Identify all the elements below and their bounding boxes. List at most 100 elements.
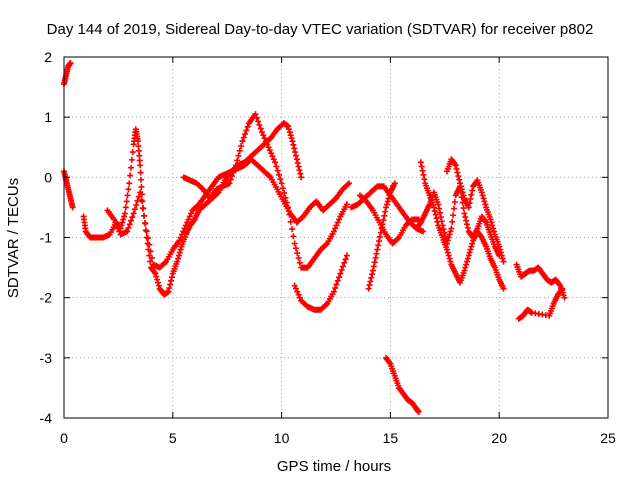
data-point bbox=[446, 255, 453, 262]
data-point bbox=[287, 218, 294, 225]
data-point bbox=[460, 205, 467, 212]
data-point bbox=[112, 219, 119, 226]
data-point bbox=[119, 219, 126, 226]
data-point bbox=[283, 199, 290, 206]
data-point bbox=[270, 156, 277, 163]
series-track-l bbox=[413, 183, 503, 259]
data-point bbox=[292, 245, 299, 252]
data-point bbox=[67, 60, 74, 67]
data-point bbox=[447, 258, 454, 265]
data-point bbox=[291, 240, 298, 247]
data-point bbox=[433, 215, 440, 222]
data-point bbox=[296, 167, 303, 174]
data-point bbox=[490, 225, 497, 232]
data-point bbox=[111, 216, 118, 223]
data-point bbox=[379, 221, 386, 228]
data-point bbox=[137, 162, 144, 169]
data-point bbox=[296, 259, 303, 266]
data-point bbox=[230, 169, 237, 176]
series-track-h bbox=[356, 192, 422, 247]
data-point bbox=[128, 156, 135, 163]
y-tick-label: -1 bbox=[40, 230, 53, 246]
data-point bbox=[290, 141, 297, 148]
series-track-g bbox=[348, 183, 427, 235]
data-point bbox=[261, 135, 268, 142]
x-tick-label: 10 bbox=[274, 430, 290, 446]
data-point bbox=[285, 204, 292, 211]
data-point bbox=[294, 288, 301, 295]
data-point bbox=[252, 111, 259, 118]
axis-ticks: 0 5 10 15 20 25 -4 -3 -2 -1 0 1 2 bbox=[40, 49, 616, 446]
data-point bbox=[458, 186, 465, 193]
data-point bbox=[346, 180, 353, 187]
data-point bbox=[266, 147, 273, 154]
data-point bbox=[155, 282, 162, 289]
data-point bbox=[384, 198, 391, 205]
data-point bbox=[338, 266, 345, 273]
data-point bbox=[244, 123, 251, 130]
data-point bbox=[343, 252, 350, 259]
data-point bbox=[466, 249, 473, 256]
data-point bbox=[167, 281, 174, 288]
data-point bbox=[432, 211, 439, 218]
data-point bbox=[332, 225, 339, 232]
data-point bbox=[148, 254, 155, 261]
data-point bbox=[125, 224, 132, 231]
data-point bbox=[123, 198, 130, 205]
data-point bbox=[419, 167, 426, 174]
data-point bbox=[295, 254, 302, 261]
data-point bbox=[269, 153, 276, 160]
data-point bbox=[155, 279, 162, 286]
data-point bbox=[343, 201, 350, 208]
data-point bbox=[227, 176, 234, 183]
data-point bbox=[289, 226, 296, 233]
data-point bbox=[498, 252, 505, 259]
data-point bbox=[130, 210, 137, 217]
data-point bbox=[341, 259, 348, 266]
data-point bbox=[378, 225, 385, 232]
data-point bbox=[257, 125, 264, 132]
data-point bbox=[152, 270, 159, 277]
data-point bbox=[153, 273, 160, 280]
data-point bbox=[113, 222, 120, 229]
data-point bbox=[184, 219, 191, 226]
data-point bbox=[439, 222, 446, 229]
data-point bbox=[126, 180, 133, 187]
data-point bbox=[418, 163, 425, 170]
data-point bbox=[175, 255, 182, 262]
data-point bbox=[465, 204, 472, 211]
data-point bbox=[281, 189, 288, 196]
data-point bbox=[176, 237, 183, 244]
data-point bbox=[463, 258, 470, 265]
data-point bbox=[297, 170, 304, 177]
data-point bbox=[272, 159, 279, 166]
data-point bbox=[268, 150, 275, 157]
chart-title: Day 144 of 2019, Sidereal Day-to-day VTE… bbox=[47, 21, 594, 38]
data-point bbox=[443, 246, 450, 253]
data-point bbox=[177, 246, 184, 253]
data-point bbox=[339, 263, 346, 270]
data-point bbox=[457, 180, 464, 187]
data-point bbox=[181, 225, 188, 232]
series-track-d bbox=[104, 156, 353, 271]
data-point bbox=[452, 162, 459, 169]
data-point bbox=[500, 285, 507, 292]
data-point bbox=[381, 212, 388, 219]
data-point bbox=[129, 149, 136, 156]
data-point bbox=[366, 282, 373, 289]
data-point bbox=[480, 195, 487, 202]
data-point bbox=[463, 217, 470, 224]
data-point bbox=[454, 169, 461, 176]
data-point bbox=[383, 204, 390, 211]
data-point bbox=[369, 271, 376, 278]
data-point bbox=[386, 192, 393, 199]
data-point bbox=[234, 157, 241, 164]
data-point bbox=[256, 121, 263, 128]
data-point bbox=[125, 186, 132, 193]
data-point bbox=[497, 249, 504, 256]
data-point bbox=[294, 159, 301, 166]
data-point bbox=[336, 274, 343, 281]
data-point bbox=[288, 135, 295, 142]
x-tick-label: 20 bbox=[491, 430, 507, 446]
data-point bbox=[420, 171, 427, 178]
